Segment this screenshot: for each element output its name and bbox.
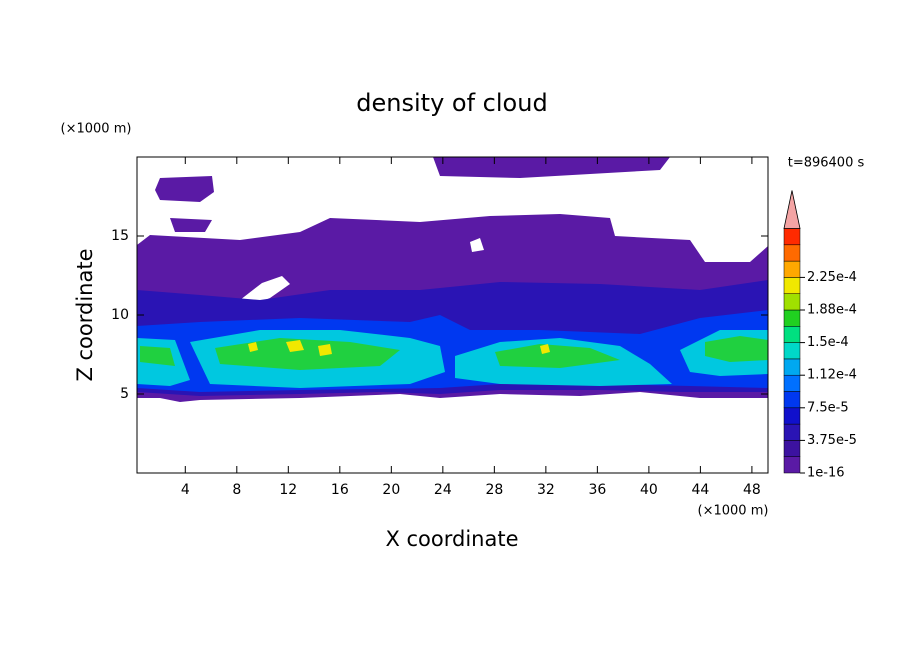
x-tick-label: 48 xyxy=(743,482,761,498)
x-unit: (×1000 m) xyxy=(698,504,769,519)
x-tick-label: 36 xyxy=(588,482,606,498)
x-tick-label: 8 xyxy=(232,482,241,498)
x-tick-label: 16 xyxy=(331,482,349,498)
colorbar-band xyxy=(783,244,801,262)
y-tick-label: 15 xyxy=(111,228,129,244)
y-tick-label: 5 xyxy=(120,386,129,402)
colorbar-band xyxy=(783,326,801,343)
colorbar-band xyxy=(783,342,801,360)
colorbar-band xyxy=(783,260,801,278)
x-tick-label: 4 xyxy=(181,482,190,498)
x-tick-label: 44 xyxy=(691,482,709,498)
colorbar-band xyxy=(783,309,801,327)
x-tick-label: 12 xyxy=(279,482,297,498)
colorbar-label: 1e-16 xyxy=(807,466,845,481)
colorbar-band xyxy=(783,228,801,246)
x-tick-label: 32 xyxy=(537,482,555,498)
colorbar-band xyxy=(783,374,801,392)
colorbar-band xyxy=(783,456,801,474)
y-tick-label: 10 xyxy=(111,307,129,323)
colorbar-band xyxy=(783,423,801,441)
colorbar-label: 2.25e-4 xyxy=(807,270,857,285)
colorbar-band xyxy=(783,358,801,376)
x-tick-label: 20 xyxy=(382,482,400,498)
colorbar-band xyxy=(783,440,801,457)
colorbar-extend xyxy=(783,190,801,229)
colorbar-label: 3.75e-5 xyxy=(807,433,857,448)
y-axis-label: Z coordinate xyxy=(73,248,97,381)
colorbar-label: 1.12e-4 xyxy=(807,368,857,383)
x-axis-label: X coordinate xyxy=(385,527,518,551)
x-tick-label: 28 xyxy=(485,482,503,498)
colorbar-band xyxy=(783,391,801,409)
time-label: t=896400 s xyxy=(788,156,865,171)
colorbar-band xyxy=(783,293,801,311)
cloud-contour xyxy=(248,340,550,356)
colorbar-label: 1.5e-4 xyxy=(807,335,849,350)
chart-title: density of cloud xyxy=(356,89,547,117)
colorbar-label: 7.5e-5 xyxy=(807,400,849,415)
y-unit: (×1000 m) xyxy=(61,122,132,137)
x-tick-label: 40 xyxy=(640,482,658,498)
colorbar-band xyxy=(783,277,801,294)
colorbar-band xyxy=(783,407,801,425)
x-tick-label: 24 xyxy=(434,482,452,498)
colorbar-label: 1.88e-4 xyxy=(807,303,857,318)
cloud-field xyxy=(137,157,768,402)
